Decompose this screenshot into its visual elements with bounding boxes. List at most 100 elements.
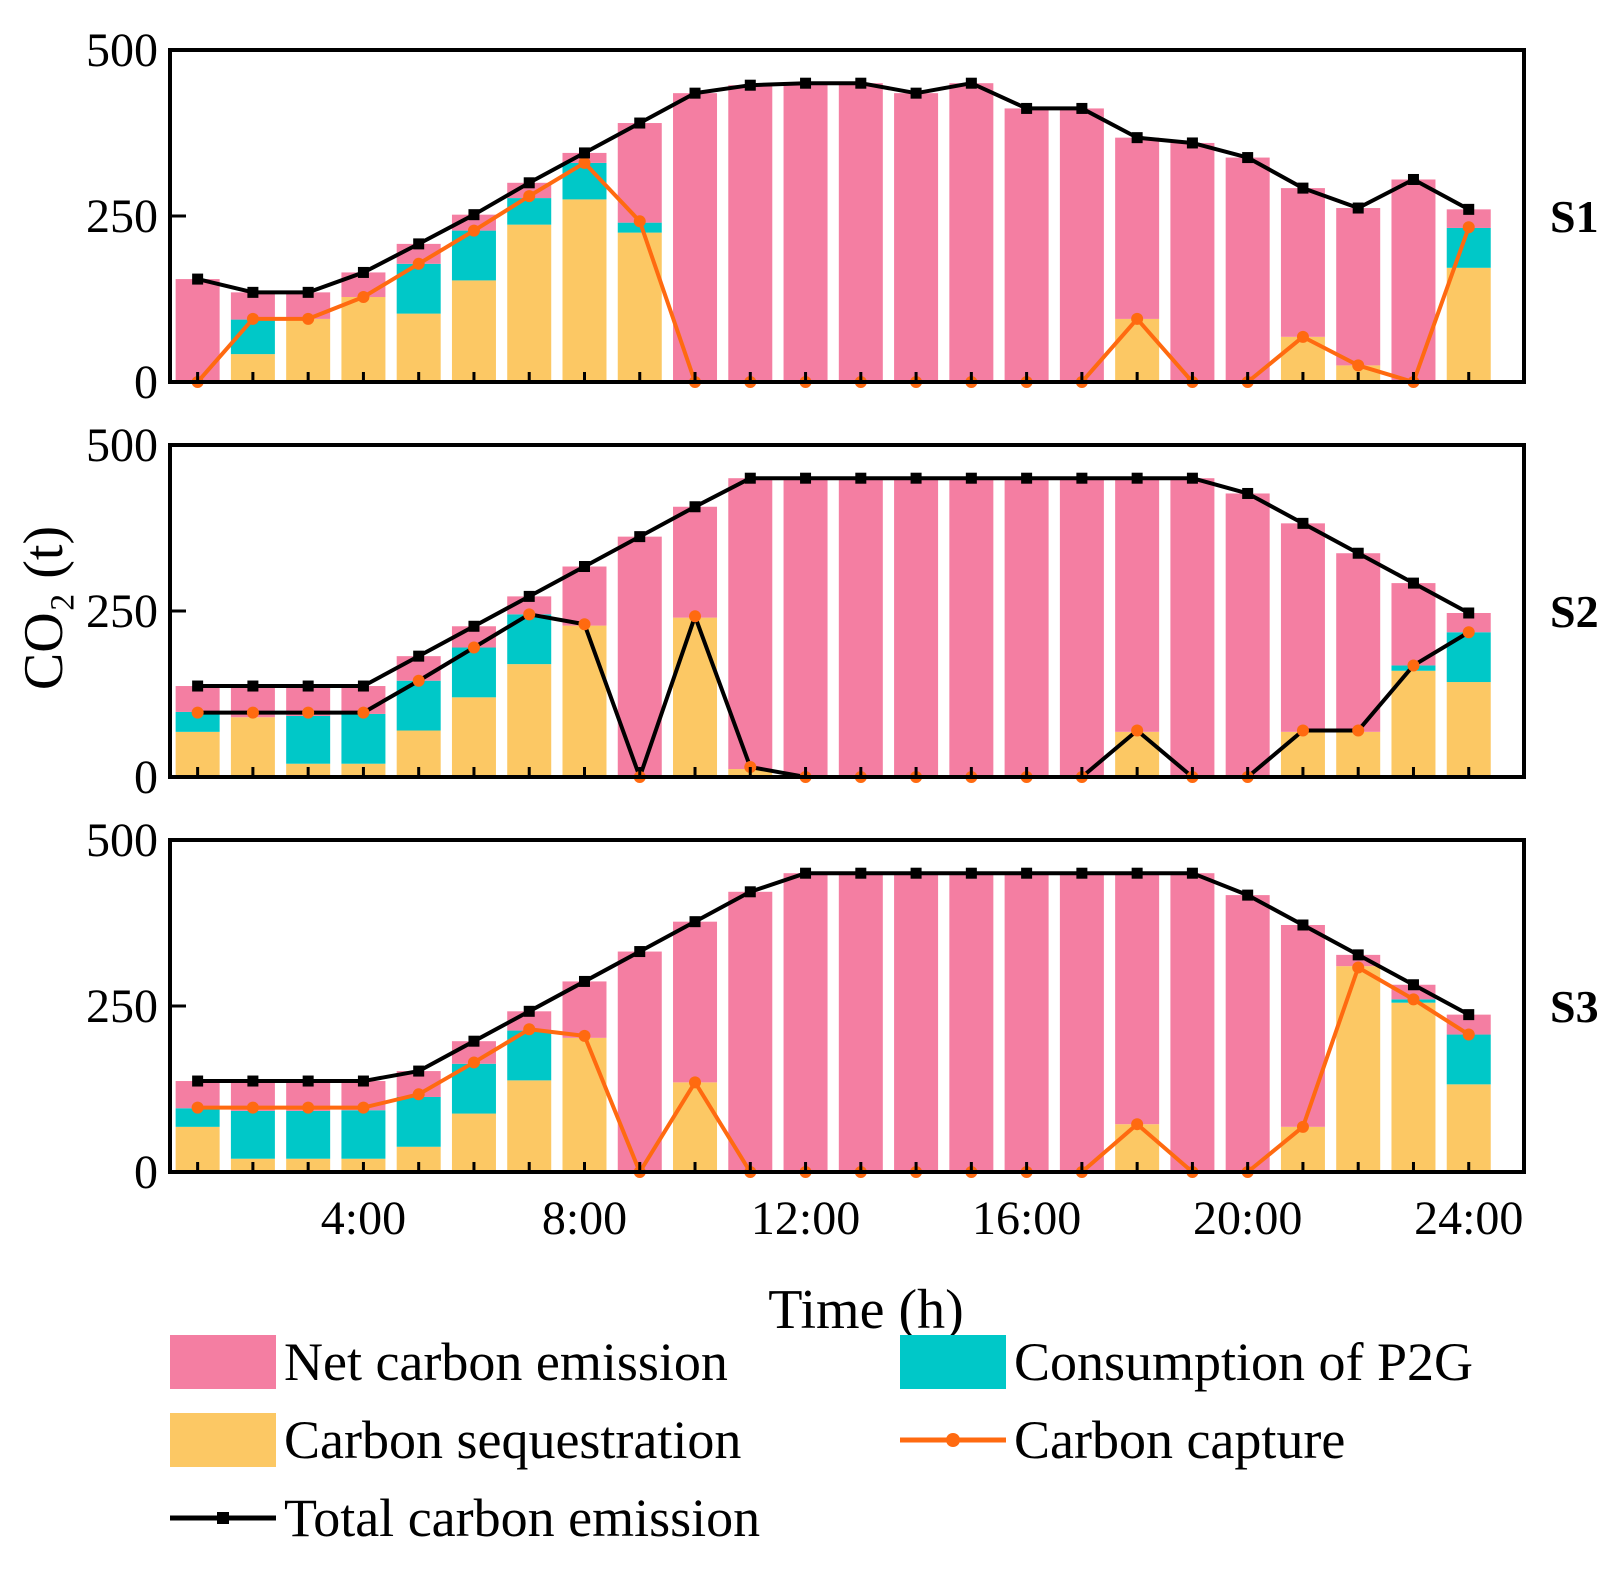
x-tick-label: 20:00 [1193,1192,1302,1245]
bar-net-carbon-emission [1225,895,1270,1172]
point-total-carbon-emission [1242,487,1254,499]
bar-net-carbon-emission [673,921,718,1083]
point-total-carbon-emission [578,561,590,573]
point-total-carbon-emission [1463,607,1475,619]
point-carbon-capture [523,608,536,621]
line-total-carbon-emission [197,476,1470,689]
point-total-carbon-emission [1297,182,1309,194]
point-carbon-capture [689,1076,702,1089]
bar-carbon-sequestration [1446,682,1491,777]
y-tick-label: 500 [86,24,158,77]
point-carbon-capture [523,190,536,203]
legend-item-net: Net carbon emission [170,1332,728,1392]
bar-net-carbon-emission [673,506,718,618]
bar-net-carbon-emission [1115,478,1160,732]
legend-item-capture: Carbon capture [900,1410,1345,1470]
point-total-carbon-emission [1463,203,1475,215]
bar-carbon-sequestration [562,625,607,777]
point-total-carbon-emission [965,77,977,89]
bar-consumption-p2g [396,1096,441,1147]
point-carbon-capture [1352,359,1365,372]
bar-carbon-sequestration [1115,318,1160,382]
y-tick-label: 0 [134,356,158,409]
point-carbon-capture [1352,961,1365,974]
point-total-carbon-emission [413,238,425,250]
point-total-carbon-emission [1407,577,1419,589]
bar-net-carbon-emission [783,873,828,1172]
point-total-carbon-emission [855,77,867,89]
line-carbon-capture [197,612,1470,779]
bar-net-carbon-emission [1336,553,1381,732]
bar-consumption-p2g [1446,1034,1491,1085]
bar-net-carbon-emission [1280,523,1325,732]
point-carbon-capture [246,1101,259,1114]
bar-net-carbon-emission [1170,478,1215,777]
y-tick-label: 250 [86,190,158,243]
legend-label-seq: Carbon sequestration [284,1410,741,1470]
legend-label-capture: Carbon capture [1014,1410,1345,1470]
point-carbon-capture [1296,724,1309,737]
point-total-carbon-emission [468,209,480,221]
point-total-carbon-emission [1186,867,1198,879]
point-carbon-capture [191,706,204,719]
point-total-carbon-emission [192,1075,204,1087]
panel-label: S2 [1550,586,1599,637]
point-total-carbon-emission [357,1075,369,1087]
x-tick-label: 24:00 [1414,1192,1523,1245]
point-total-carbon-emission [1076,472,1088,484]
point-total-carbon-emission [413,1065,425,1077]
point-total-carbon-emission [689,87,701,99]
bar-net-carbon-emission [1391,984,1436,1000]
point-total-carbon-emission [357,680,369,692]
point-total-carbon-emission [1407,979,1419,991]
point-carbon-capture [357,706,370,719]
bar-consumption-p2g [175,1108,220,1127]
point-total-carbon-emission [247,1075,259,1087]
x-tick-label: 4:00 [321,1192,406,1245]
point-total-carbon-emission [1021,472,1033,484]
y-tick-label: 500 [86,814,158,867]
bar-carbon-sequestration [1446,267,1491,382]
point-carbon-capture [302,706,315,719]
panel-s1: 0 250 500 S1 [86,24,1599,409]
panels: 0 250 500 S1 0 250 500 S2 0 250 500 S3 [86,24,1599,1199]
point-carbon-capture [412,257,425,270]
bar-consumption-p2g [1446,227,1491,268]
point-carbon-capture [1131,1118,1144,1131]
point-total-carbon-emission [578,147,590,159]
bar-carbon-sequestration [1391,1002,1436,1172]
bar-net-carbon-emission [949,478,994,777]
point-carbon-capture [357,1101,370,1114]
bar-net-carbon-emission [1336,954,1381,967]
bar-carbon-sequestration [1446,1084,1491,1172]
point-total-carbon-emission [192,680,204,692]
point-total-carbon-emission [523,1005,535,1017]
point-total-carbon-emission [744,472,756,484]
bar-net-carbon-emission [1225,157,1270,382]
legend-swatch-seq [170,1413,276,1467]
point-total-carbon-emission [1352,949,1364,961]
point-total-carbon-emission [1021,102,1033,114]
point-total-carbon-emission [689,501,701,513]
point-carbon-capture [467,224,480,237]
bar-net-carbon-emission [1280,188,1325,337]
panel-label: S3 [1550,981,1599,1032]
point-carbon-capture [357,291,370,304]
bar-carbon-sequestration [562,199,607,382]
bar-carbon-sequestration [1391,670,1436,777]
point-carbon-capture [412,1088,425,1101]
point-carbon-capture [302,1101,315,1114]
panel-s2: 0 250 500 S2 [86,419,1599,804]
point-total-carbon-emission [1021,867,1033,879]
y-tick-label: 250 [86,980,158,1033]
point-total-carbon-emission [1131,132,1143,144]
point-carbon-capture [1296,330,1309,343]
point-carbon-capture [1352,724,1365,737]
point-total-carbon-emission [965,472,977,484]
bar-net-carbon-emission [1391,583,1436,666]
point-total-carbon-emission [634,946,646,958]
bar-carbon-sequestration [562,1037,607,1172]
bar-net-carbon-emission [1446,209,1491,228]
legend-item-p2g: Consumption of P2G [900,1332,1473,1392]
